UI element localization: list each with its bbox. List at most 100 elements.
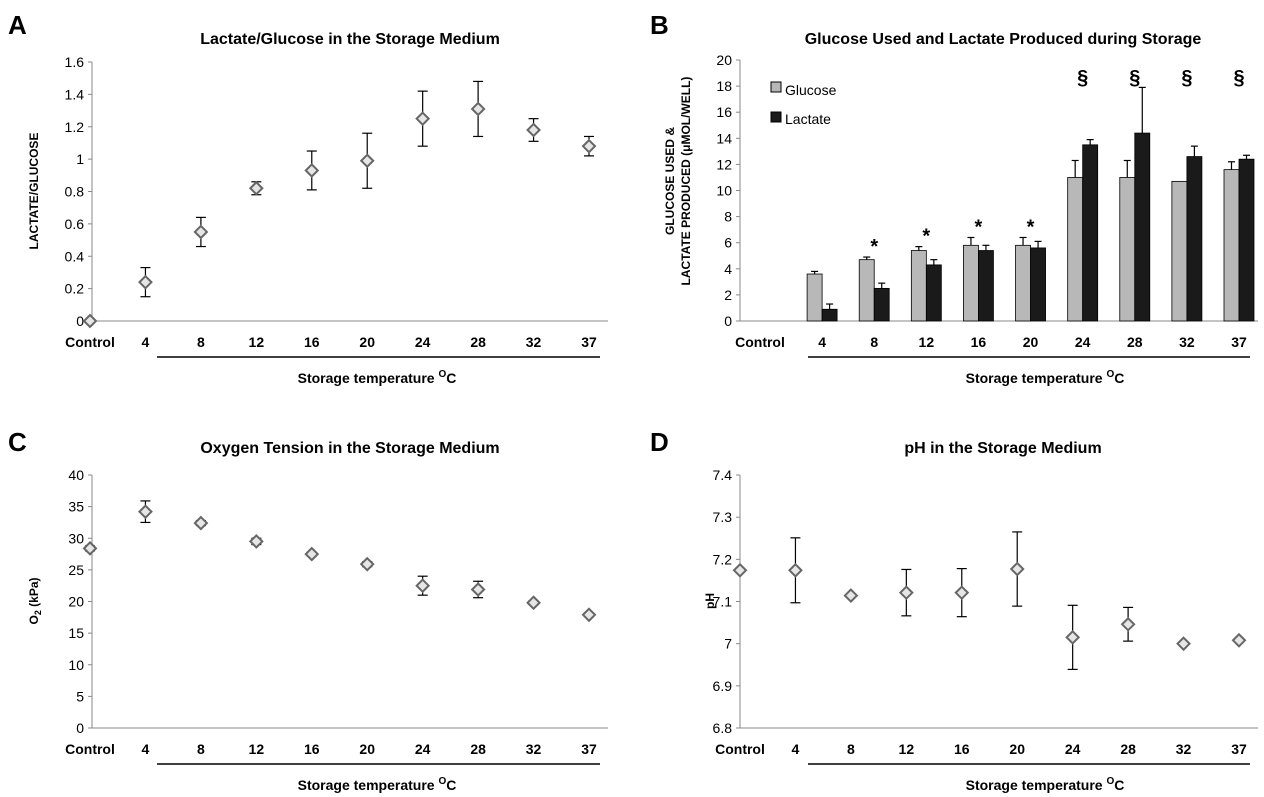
- bar-glucose: [963, 244, 979, 322]
- bar-glucose: [1223, 169, 1240, 322]
- bar-lactate: [873, 287, 890, 322]
- x-tick-label: 16: [304, 334, 320, 350]
- y-tick-label: 0.4: [65, 248, 85, 264]
- panel-c: C Oxygen Tension in the Storage Medium O…: [8, 427, 608, 793]
- x-axis-label-text: Storage temperature: [298, 777, 439, 793]
- x-tick-label: 28: [470, 741, 486, 757]
- section-annotation: §: [1181, 67, 1192, 89]
- legend-label-glucose: Glucose: [785, 82, 837, 98]
- data-point: [193, 515, 209, 531]
- x-tick-label: 24: [415, 334, 431, 350]
- bar-lactate: [1030, 247, 1046, 322]
- data-point: [1231, 632, 1247, 648]
- y-tick-label: 7.4: [713, 467, 733, 483]
- bar-glucose: [858, 259, 875, 322]
- data-point: [1065, 629, 1081, 645]
- data-point: [1009, 561, 1025, 577]
- chart-b-marks: * * * * § § § §: [806, 67, 1255, 322]
- panel-d: D pH in the Storage Medium pH 6.8 6.9 7 7.1…: [650, 427, 1258, 793]
- x-tick-label: 37: [1231, 741, 1247, 757]
- y-tick-label: 30: [68, 530, 84, 546]
- panel-b: B Glucose Used and Lactate Produced duri…: [650, 10, 1258, 386]
- x-axis-label-unit: C: [446, 777, 456, 793]
- x-axis-label: Storage temperature OC: [966, 369, 1125, 386]
- x-tick-label: 8: [197, 334, 205, 350]
- panel-a: A Lactate/Glucose in the Storage Medium …: [8, 10, 608, 386]
- asterisk-annotation: *: [975, 216, 983, 238]
- x-tick-label: 32: [526, 741, 542, 757]
- y-tick-label: 6: [724, 235, 732, 251]
- data-point: [82, 313, 98, 329]
- data-point: [304, 163, 320, 178]
- data-point: [138, 504, 153, 520]
- section-annotation: §: [1077, 67, 1088, 89]
- chart-c-marks: [82, 500, 597, 623]
- y-tick-label: 20: [68, 594, 84, 610]
- x-tick-label: 4: [142, 334, 150, 350]
- x-tick-label: 20: [1023, 334, 1039, 350]
- chart-a-axes: 0 0.2 0.4 0.6 0.8 1 1.2 1.4 1.6 Control 4 8 12 16 20 24…: [65, 54, 608, 386]
- data-point: [1120, 616, 1136, 632]
- x-tick-label: 20: [359, 741, 375, 757]
- x-tick-label: 4: [142, 741, 150, 757]
- y-tick-label: 1.6: [65, 54, 85, 70]
- y-tick-label: 7.2: [713, 551, 733, 567]
- x-tick-label: 32: [1176, 741, 1192, 757]
- bar-glucose: [1171, 180, 1188, 322]
- data-point: [304, 546, 320, 562]
- bar-glucose: [1067, 177, 1084, 322]
- x-axis-label-unit: C: [1114, 370, 1124, 386]
- y-tick-label: 25: [68, 562, 84, 578]
- bar-glucose: [910, 250, 927, 322]
- x-tick-label: 37: [581, 334, 597, 350]
- x-tick-label: Control: [65, 741, 115, 757]
- x-axis-label-sup: O: [1106, 369, 1114, 380]
- data-point: [954, 585, 970, 601]
- x-tick-label: 8: [870, 334, 878, 350]
- y-tick-label: 7: [724, 636, 732, 652]
- y-tick-label: 18: [716, 78, 732, 94]
- x-tick-label: 24: [415, 741, 431, 757]
- chart-b-ylabel-line2: LACTATE PRODUCED (μMOL/WELL): [679, 77, 693, 286]
- x-axis-label-unit: C: [446, 370, 456, 386]
- y-tick-label: 10: [716, 183, 732, 199]
- x-tick-label: 16: [971, 334, 987, 350]
- x-tick-label: Control: [65, 334, 115, 350]
- bar-lactate: [925, 264, 942, 322]
- y-tick-label: 8: [724, 209, 732, 225]
- x-tick-label: 12: [249, 741, 265, 757]
- x-tick-label: 32: [1179, 334, 1195, 350]
- panel-letter-c: C: [8, 427, 27, 457]
- data-point: [898, 585, 914, 601]
- x-axis-label-text: Storage temperature: [966, 370, 1107, 386]
- y-tick-label: 6.9: [713, 678, 733, 694]
- bar-lactate: [1082, 144, 1099, 322]
- section-annotation: §: [1233, 67, 1244, 89]
- x-axis-label-text: Storage temperature: [298, 370, 439, 386]
- asterisk-annotation: *: [1027, 216, 1035, 238]
- y-tick-label: 1.4: [65, 86, 85, 102]
- x-axis-label: Storage temperature OC: [298, 776, 457, 793]
- chart-c-ylabel-unit: (kPa): [27, 577, 41, 610]
- data-point: [415, 578, 431, 594]
- x-tick-label: 28: [470, 334, 486, 350]
- x-axis-label-sup: O: [438, 776, 446, 787]
- x-tick-label: 8: [197, 741, 205, 757]
- y-tick-label: 0.2: [65, 281, 85, 297]
- data-point: [788, 562, 803, 578]
- data-point: [526, 595, 541, 611]
- data-point: [1176, 636, 1191, 652]
- chart-b-title: Glucose Used and Lactate Produced during…: [805, 31, 1202, 48]
- y-tick-label: 5: [76, 688, 84, 704]
- y-tick-label: 4: [724, 261, 732, 277]
- chart-c-ylabel-sub: 2: [33, 610, 43, 615]
- y-tick-label: 0: [724, 313, 732, 329]
- chart-a-ylabel: LACTATE/GLUCOSE: [27, 133, 41, 250]
- bar-lactate: [1134, 132, 1151, 322]
- x-tick-label: 37: [1231, 334, 1247, 350]
- y-tick-label: 0: [76, 313, 84, 329]
- chart-c-title: Oxygen Tension in the Storage Medium: [200, 440, 499, 457]
- x-tick-label: 16: [954, 741, 970, 757]
- y-tick-label: 1.2: [65, 119, 85, 135]
- data-point: [359, 556, 375, 572]
